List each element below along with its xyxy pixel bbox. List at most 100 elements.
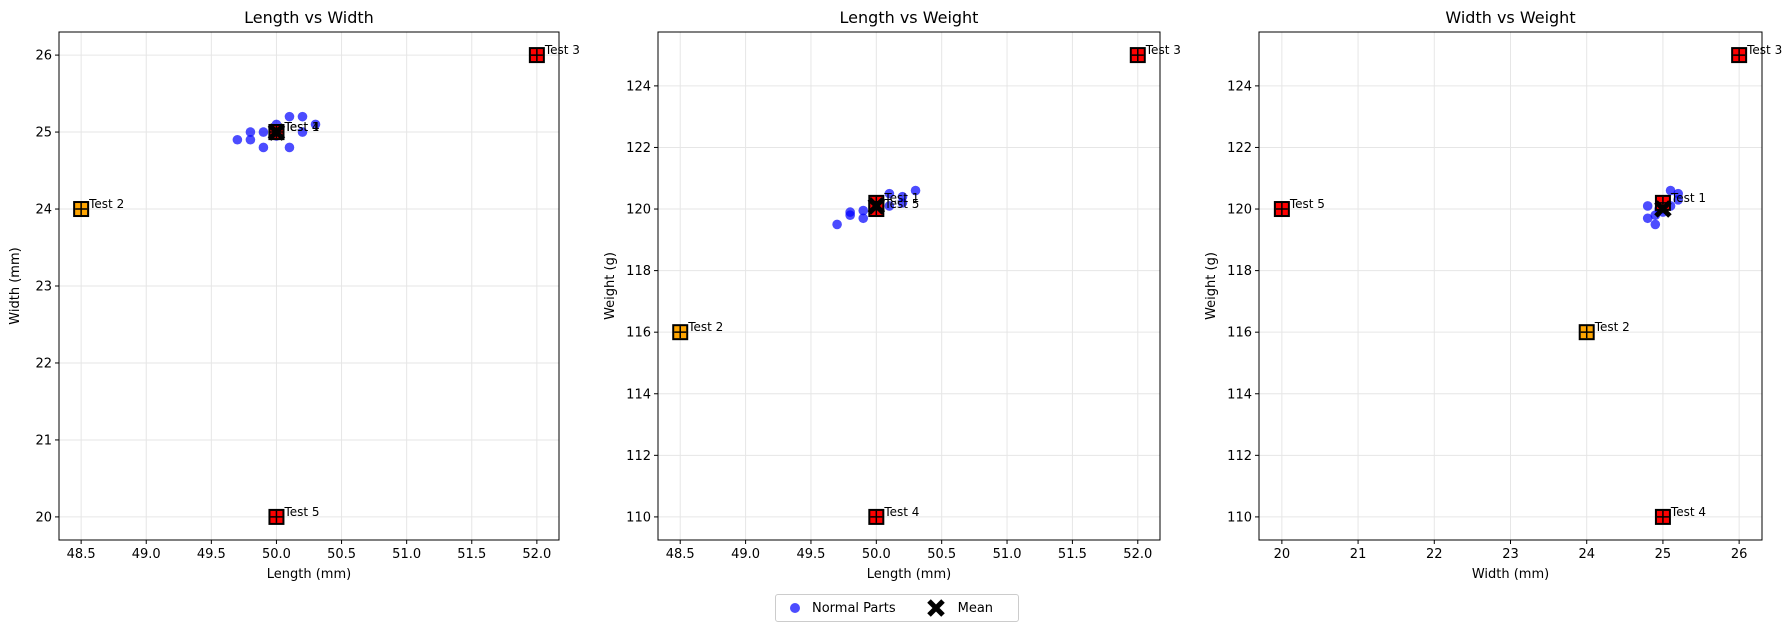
normal-point [232, 134, 243, 145]
test-label: Test 3 [1145, 43, 1181, 57]
normal-point [245, 134, 256, 145]
x-tick-label: 51.5 [1058, 547, 1087, 562]
normal-point [258, 142, 269, 153]
test-label: Test 5 [1289, 197, 1325, 211]
test-label: Test 5 [283, 505, 319, 519]
test-marker-cross [75, 203, 88, 216]
x-tick-label: 50.5 [927, 547, 956, 562]
mean-marker [1654, 200, 1672, 218]
y-tick-label: 120 [626, 203, 651, 218]
subplot-1: Length vs Width 48.5 49.0 49.5 50.0 50.5 51.0 5… [8, 8, 580, 582]
x-axis-label: Length (mm) [867, 567, 951, 582]
test-label: Test 4 [283, 120, 319, 134]
y-tick-label: 118 [1227, 264, 1252, 279]
y-tick-label: 110 [1227, 510, 1252, 525]
normal-point [245, 127, 256, 137]
test-marker-cross [1131, 49, 1144, 62]
test-marker-cross [1656, 510, 1669, 523]
normal-point [284, 142, 295, 153]
x-tick-label: 51.0 [993, 547, 1022, 562]
y-axis-label: Weight (g) [1204, 252, 1219, 320]
x-axis-label: Width (mm) [1472, 567, 1549, 582]
x-tick-label: 20 [1274, 547, 1291, 562]
chart-title: Length vs Width [244, 8, 374, 27]
y-tick-label: 112 [626, 449, 651, 464]
normal-point [897, 198, 908, 208]
y-tick-label: 118 [626, 264, 651, 279]
y-tick-label: 114 [1227, 387, 1252, 402]
x-axis-label: Length (mm) [267, 567, 351, 582]
test-label: Test 4 [1670, 505, 1706, 519]
normal-point [884, 201, 895, 211]
y-tick-label: 23 [35, 280, 52, 295]
x-tick-label: 52.0 [1123, 547, 1152, 562]
test-label: Test 5 [883, 197, 919, 211]
y-tick-label: 112 [1227, 449, 1252, 464]
subplot-2: Length vs Weight 48.5 49.0 49.5 50.0 50.5 51.0… [603, 8, 1181, 582]
y-tick-label: 122 [1227, 141, 1252, 156]
x-tick-label: 49.0 [132, 547, 161, 562]
test-label: Test 2 [1594, 320, 1630, 334]
legend-x-icon [926, 599, 945, 617]
normal-point [1665, 185, 1676, 196]
x-tick-label: 48.5 [67, 547, 96, 562]
test-label: Test 2 [88, 197, 124, 211]
normal-point [1673, 194, 1683, 205]
y-tick-label: 25 [35, 126, 52, 141]
legend-item-normal: Normal Parts [788, 601, 896, 616]
subplot-3: Width vs Weight 20 21 22 23 24 25 26 110 112 114 11… [1204, 8, 1782, 582]
test-label: Test 1 [883, 191, 919, 205]
x-tick-label: 49.0 [731, 547, 760, 562]
test-label: Test 3 [1746, 43, 1782, 57]
y-tick-label: 22 [35, 356, 52, 371]
x-tick-label: 22 [1426, 547, 1443, 562]
test-label: Test 2 [687, 320, 723, 334]
x-tick-label: 26 [1731, 547, 1748, 562]
test-marker-cross [1275, 203, 1288, 216]
normal-point [310, 119, 321, 130]
test-marker-cross [870, 510, 883, 523]
y-tick-label: 114 [626, 387, 651, 402]
legend-circle-icon [790, 603, 800, 613]
normal-point [832, 219, 842, 230]
normal-point [884, 188, 895, 199]
x-tick-label: 51.0 [392, 547, 421, 562]
legend-label-mean: Mean [957, 600, 994, 616]
y-tick-label: 122 [626, 141, 651, 156]
y-tick-label: 116 [1227, 326, 1252, 341]
y-tick-label: 20 [35, 510, 52, 525]
y-tick-label: 124 [626, 79, 651, 94]
x-tick-label: 52.0 [522, 547, 551, 562]
normal-point [858, 213, 869, 224]
normal-point [858, 205, 869, 216]
y-tick-label: 110 [626, 510, 651, 525]
legend-item-mean: Mean [926, 598, 993, 618]
x-tick-label: 50.0 [262, 547, 291, 562]
normal-point [910, 185, 921, 196]
x-tick-label: 24 [1578, 547, 1595, 562]
test-label: Test 1 [1670, 191, 1706, 205]
normal-point [845, 207, 855, 217]
y-tick-label: 26 [35, 49, 52, 64]
chart-title: Width vs Weight [1445, 8, 1575, 27]
test-label: Test 4 [883, 505, 919, 519]
x-tick-label: 49.5 [197, 547, 226, 562]
x-tick-label: 49.5 [796, 547, 825, 562]
test-marker-cross [1733, 49, 1746, 62]
x-tick-label: 50.0 [862, 547, 891, 562]
x-tick-label: 23 [1502, 547, 1519, 562]
mean-marker [867, 197, 886, 215]
y-tick-label: 24 [35, 203, 52, 218]
y-tick-label: 21 [35, 433, 52, 448]
axes-frame [657, 31, 1161, 541]
x-tick-label: 50.5 [327, 547, 356, 562]
test-marker-cross [270, 510, 283, 523]
y-axis-label: Width (mm) [8, 247, 23, 324]
x-tick-label: 48.5 [666, 547, 695, 562]
legend: Normal Parts Mean [775, 594, 1019, 622]
test-marker-cross [530, 49, 543, 62]
legend-label-normal: Normal Parts [812, 600, 896, 616]
axes-frame [1258, 31, 1763, 541]
normal-point [1650, 219, 1661, 230]
